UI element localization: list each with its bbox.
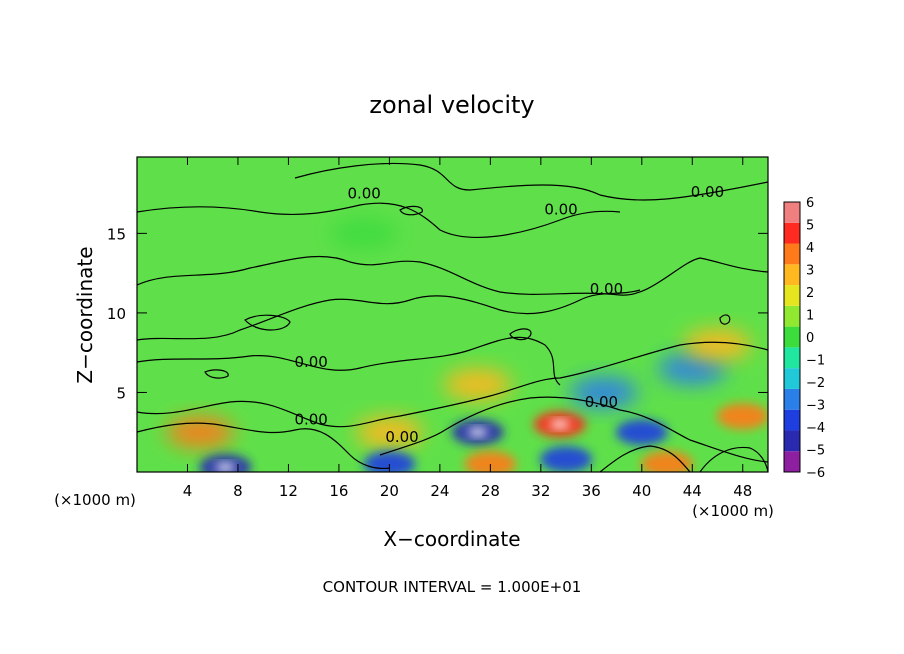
x-tick-label: 20 (380, 482, 399, 500)
colorbar-label: 3 (806, 264, 814, 279)
velocity-feature (443, 368, 512, 401)
colorbar-label: −3 (806, 399, 825, 414)
colorbar-segment (784, 326, 800, 348)
chart-title: zonal velocity (369, 91, 534, 119)
y-axis: 5 10 15 (107, 225, 768, 402)
colorbar-label: 5 (806, 219, 814, 234)
contour-line (509, 328, 532, 341)
colorbar-segment (784, 202, 800, 223)
x-axis-label: X−coordinate (383, 527, 520, 551)
contour-line (137, 255, 768, 296)
x-tick-label: 32 (531, 482, 550, 500)
contour-line (599, 445, 691, 472)
contour-interval-note: CONTOUR INTERVAL = 1.000E+01 (323, 578, 582, 596)
colorbar-label: 6 (806, 196, 814, 211)
colorbar: −6 −5 −4 −3 −2 −1 0 1 2 3 4 5 6 (783, 196, 825, 481)
colorbar-segment (784, 285, 800, 306)
contour-line (137, 202, 621, 239)
velocity-feature (166, 416, 235, 449)
colorbar-segment (784, 222, 800, 244)
y-tick-label: 5 (116, 384, 126, 402)
y-tick-label: 10 (107, 305, 126, 323)
plot-frame (136, 156, 769, 473)
x-tick-label: 36 (582, 482, 601, 500)
velocity-feature (658, 352, 727, 385)
x-tick-label: 40 (632, 482, 651, 500)
contour-label: 0.00 (585, 393, 618, 411)
contour-line (137, 336, 561, 386)
contour-line (294, 162, 768, 201)
colorbar-label: −1 (806, 354, 825, 369)
colorbar-segment (784, 243, 800, 265)
colorbar-segment (784, 368, 800, 389)
x-unit-right: (×1000 m) (692, 502, 774, 520)
velocity-feature (641, 451, 694, 472)
colorbar-segment (784, 388, 800, 410)
velocity-feature-core (467, 428, 488, 437)
colorbar-label: −6 (806, 466, 825, 481)
x-axis: 4 8 12 16 20 24 28 32 36 40 44 48 (183, 157, 752, 500)
contour-labels: 0.00 0.00 0.00 0.00 0.00 0.00 0.00 0.00 (294, 183, 724, 446)
velocity-feature (464, 451, 517, 472)
colorbar-segment (784, 264, 800, 286)
x-tick-label: 12 (279, 482, 298, 500)
x-tick-label: 48 (733, 482, 752, 500)
contour-line (137, 422, 391, 470)
x-tick-label: 16 (329, 482, 348, 500)
contour-label: 0.00 (691, 183, 724, 201)
velocity-field (166, 217, 768, 472)
velocity-feature (683, 328, 752, 361)
colorbar-segment (784, 430, 800, 452)
velocity-feature (716, 403, 768, 430)
colorbar-label: 0 (806, 331, 814, 346)
contour-label: 0.00 (544, 200, 577, 218)
contour-line (244, 314, 291, 331)
colorbar-segment (784, 409, 800, 431)
contour-line (137, 341, 768, 428)
contour-label: 0.00 (385, 428, 418, 446)
colorbar-label: 2 (806, 286, 814, 301)
velocity-feature (615, 419, 668, 446)
x-unit-left: (×1000 m) (54, 491, 136, 509)
contour-line (137, 289, 641, 341)
velocity-feature (569, 376, 638, 409)
velocity-feature (330, 217, 399, 250)
velocity-feature (355, 416, 424, 449)
x-tick-label: 24 (430, 482, 449, 500)
velocity-feature (363, 451, 416, 472)
contour-line (379, 396, 768, 463)
colorbar-label: −2 (806, 376, 825, 391)
colorbar-label: 1 (806, 309, 814, 324)
contour-line (719, 314, 731, 325)
contour-line (399, 205, 423, 216)
x-tick-label: 44 (683, 482, 702, 500)
contour-line (204, 369, 229, 379)
colorbar-segment (784, 305, 800, 327)
colorbar-label: −4 (806, 421, 825, 436)
contour-lines (137, 162, 768, 472)
colorbar-label: −5 (806, 444, 825, 459)
field-background (137, 157, 768, 472)
colorbar-segment (784, 451, 800, 472)
contour-label: 0.00 (294, 353, 327, 371)
contour-label: 0.00 (590, 280, 623, 298)
velocity-feature (540, 446, 593, 472)
contour-label: 0.00 (294, 410, 327, 428)
x-tick-label: 4 (183, 482, 193, 500)
y-tick-label: 15 (107, 225, 126, 243)
y-axis-label: Z−coordinate (73, 246, 97, 383)
contour-label: 0.00 (347, 184, 380, 202)
x-tick-label: 8 (233, 482, 243, 500)
colorbar-frame (783, 201, 801, 473)
colorbar-label: 4 (806, 241, 814, 256)
x-tick-label: 28 (481, 482, 500, 500)
velocity-feature-core (549, 420, 570, 429)
velocity-feature-core (215, 463, 236, 472)
colorbar-segment (784, 347, 800, 369)
contour-line (699, 446, 768, 472)
plot-area: 0.00 0.00 0.00 0.00 0.00 0.00 0.00 0.00 (137, 157, 768, 472)
